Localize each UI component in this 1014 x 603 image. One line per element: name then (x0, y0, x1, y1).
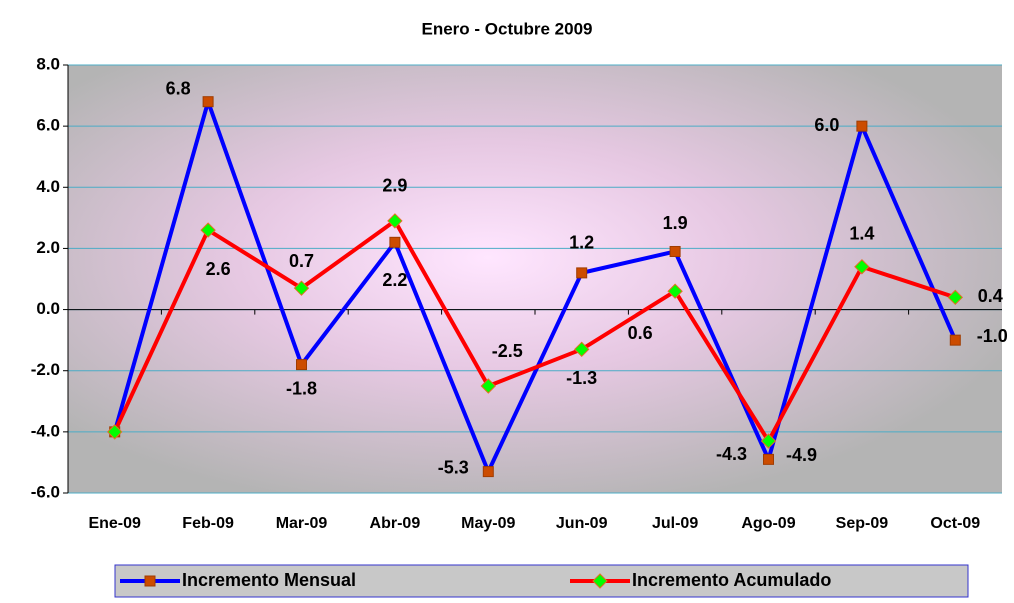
data-label: 1.4 (849, 224, 874, 244)
series-line (112, 99, 958, 474)
data-label: 6.8 (166, 78, 191, 98)
data-point (573, 341, 590, 358)
chart-title: Enero - Octubre 2009 (421, 19, 592, 38)
y-tick-label: 4.0 (36, 177, 60, 196)
data-point (200, 222, 216, 238)
data-label: 2.6 (206, 259, 231, 279)
data-label: -4.9 (786, 445, 817, 465)
y-tick-label: 0.0 (36, 299, 60, 318)
x-tick-label: May-09 (461, 515, 515, 532)
data-label: -2.5 (492, 341, 523, 361)
legend-marker (144, 575, 156, 587)
data-point (293, 280, 310, 296)
y-tick-label: 6.0 (36, 116, 60, 135)
data-label: -1.0 (977, 326, 1008, 346)
data-label: -1.8 (286, 378, 317, 398)
series-line (112, 218, 956, 444)
data-label: 2.9 (382, 176, 407, 196)
x-tick-label: Jun-09 (556, 515, 608, 532)
data-label: 2.2 (382, 270, 407, 290)
x-tick-label: Jul-09 (652, 515, 698, 532)
x-tick-label: Abr-09 (370, 515, 421, 532)
legend-marker (592, 573, 608, 589)
x-tick-label: Feb-09 (182, 515, 234, 532)
data-point (576, 267, 588, 279)
data-label: 1.2 (569, 233, 594, 253)
data-label: -4.3 (716, 444, 747, 464)
data-point (482, 466, 494, 478)
x-tick-label: Oct-09 (930, 515, 980, 532)
data-label: 0.4 (978, 286, 1003, 306)
data-label: 0.6 (628, 323, 653, 343)
data-point (202, 96, 214, 108)
data-point (669, 245, 681, 257)
y-tick-label: -6.0 (31, 482, 60, 501)
data-label: 1.9 (663, 213, 688, 233)
x-tick-label: Ago-09 (741, 515, 795, 532)
data-label: 0.7 (289, 251, 314, 271)
data-point (106, 424, 123, 440)
y-tick-label: -2.0 (31, 360, 60, 379)
data-point (949, 334, 961, 346)
data-point (947, 289, 964, 306)
legend-label: Incremento Mensual (182, 570, 356, 590)
data-point (760, 433, 777, 449)
data-point (856, 120, 868, 132)
y-tick-label: -4.0 (31, 421, 60, 440)
plot-area (68, 65, 1002, 493)
data-point (389, 236, 401, 248)
data-point (296, 359, 307, 371)
data-point (480, 378, 497, 394)
legend (114, 564, 969, 598)
data-label: -5.3 (438, 457, 469, 477)
x-tick-label: Sep-09 (836, 515, 889, 532)
data-point (387, 213, 403, 229)
x-tick-label: Mar-09 (276, 515, 328, 532)
y-tick-label: 8.0 (36, 54, 60, 73)
data-point (763, 453, 774, 465)
data-label: -1.3 (566, 368, 597, 388)
y-tick-label: 2.0 (36, 238, 60, 257)
data-point (854, 259, 870, 275)
legend-label: Incremento Acumulado (632, 570, 831, 590)
data-label: 6.0 (814, 115, 839, 135)
x-tick-label: Ene-09 (88, 515, 141, 532)
data-point (667, 283, 683, 299)
